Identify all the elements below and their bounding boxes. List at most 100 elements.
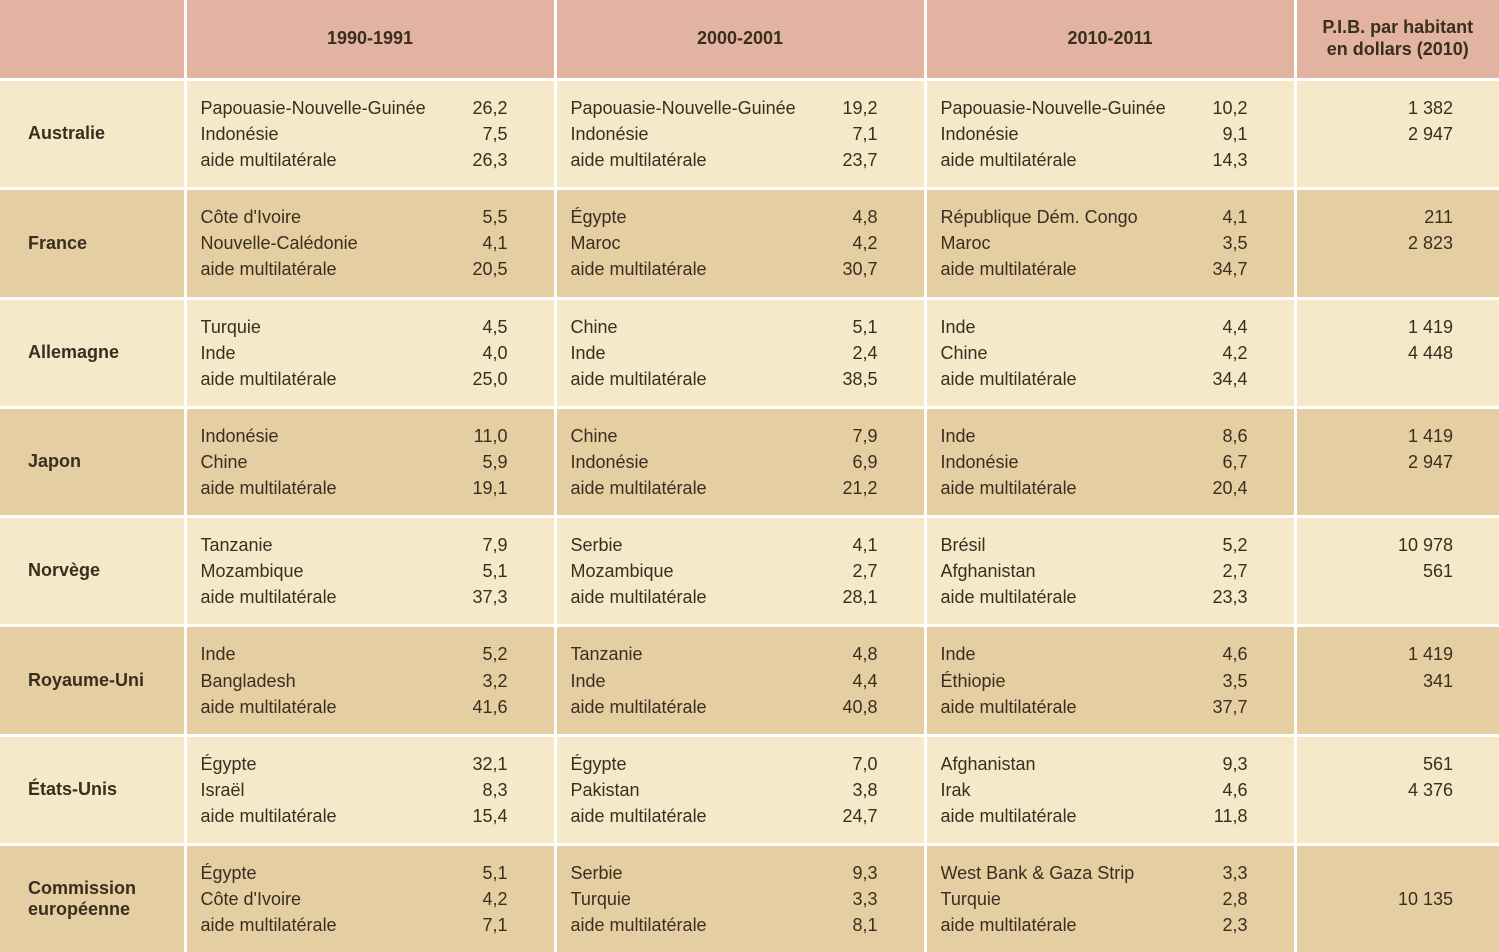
data-line: Indonésie6,7 [927, 449, 1294, 475]
pib-value [1311, 694, 1454, 720]
data-line: Inde4,6 [927, 641, 1294, 667]
recipient-value: 7,9 [482, 532, 507, 558]
recipient-label: Bangladesh [201, 668, 296, 694]
data-line: Inde4,4 [927, 314, 1294, 340]
recipient-label: Turquie [201, 314, 261, 340]
period-cell: Inde4,4Chine4,2aide multilatérale34,4 [925, 298, 1295, 407]
data-line: aide multilatérale 30,7 [557, 256, 924, 282]
recipient-label: aide multilatérale [201, 912, 337, 938]
recipient-value: 4,2 [852, 230, 877, 256]
recipient-value: 3,5 [1222, 668, 1247, 694]
recipient-value: 5,5 [482, 204, 507, 230]
table-row: FranceCôte d'Ivoire5,5Nouvelle-Calédonie… [0, 189, 1499, 298]
period-cell: Égypte7,0Pakistan3,8aide multilatérale24… [555, 735, 925, 844]
recipient-value: 11,8 [1214, 803, 1248, 829]
recipient-value: 37,3 [472, 584, 507, 610]
recipient-value: 4,4 [1222, 314, 1247, 340]
period-cell: Serbie9,3Turquie3,3aide multilatérale8,1 [555, 844, 925, 952]
recipient-value: 38,5 [842, 366, 877, 392]
data-line: Irak4,6 [927, 777, 1294, 803]
data-line: Chine4,2 [927, 340, 1294, 366]
data-line: Chine5,9 [187, 449, 554, 475]
pib-value [1311, 147, 1454, 173]
recipient-value: 14,3 [1212, 147, 1247, 173]
period-cell: Serbie 4,1Mozambique2,7aide multilatérale… [555, 517, 925, 626]
data-line: Inde 8,6 [927, 423, 1294, 449]
recipient-value: 37,7 [1212, 694, 1247, 720]
recipient-label: Serbie [571, 532, 623, 558]
period-cell: Inde4,6Éthiopie3,5aide multilatérale37,7 [925, 626, 1295, 735]
pib-value: 2 947 [1311, 121, 1454, 147]
data-line: aide multilatérale20,5 [187, 256, 554, 282]
row-header: Commissioneuropéenne [0, 844, 185, 952]
recipient-value: 4,2 [1222, 340, 1247, 366]
pib-value: 1 419 [1311, 641, 1454, 667]
recipient-label: Tanzanie [571, 641, 643, 667]
recipient-label: Israël [201, 777, 245, 803]
recipient-label: aide multilatérale [571, 584, 707, 610]
period-cell: Tanzanie4,8Inde4,4aide multilatérale40,8 [555, 626, 925, 735]
pib-value [1311, 803, 1454, 829]
period-cell: Égypte32,1Israël8,3aide multilatérale15,… [185, 735, 555, 844]
recipient-value: 20,5 [472, 256, 507, 282]
recipient-label: Serbie [571, 860, 623, 886]
recipient-value: 24,7 [842, 803, 877, 829]
pib-cell: 5614 376 [1295, 735, 1499, 844]
recipient-value: 8,6 [1222, 423, 1247, 449]
recipient-label: Chine [571, 423, 618, 449]
data-line: Indonésie11,0 [187, 423, 554, 449]
pib-value: 211 [1311, 204, 1454, 230]
table-row: Royaume-UniInde5,2Bangladesh3,2aide mult… [0, 626, 1499, 735]
pib-cell: 1 3822 947 [1295, 80, 1499, 189]
pib-cell: 1 4192 947 [1295, 407, 1499, 516]
recipient-value: 5,2 [482, 641, 507, 667]
recipient-value: 7,5 [482, 121, 507, 147]
data-line: aide multilatérale28,1 [557, 584, 924, 610]
data-line: Indonésie6,9 [557, 449, 924, 475]
recipient-value: 7,0 [852, 751, 877, 777]
data-line: aide multilatérale19,1 [187, 475, 554, 501]
recipient-label: Afghanistan [941, 558, 1036, 584]
recipient-value: 4,8 [852, 641, 877, 667]
recipient-value: 30,7 [842, 256, 877, 282]
period-cell: Indonésie11,0Chine5,9aide multilatérale1… [185, 407, 555, 516]
recipient-value: 41,6 [472, 694, 507, 720]
recipient-value: 4,2 [482, 886, 507, 912]
row-header: Australie [0, 80, 185, 189]
recipient-value: 10,2 [1212, 95, 1247, 121]
recipient-value: 21,2 [842, 475, 877, 501]
recipient-label: aide multilatérale [571, 256, 707, 282]
data-line: Chine 7,9 [557, 423, 924, 449]
pib-cell: 1 4194 448 [1295, 298, 1499, 407]
recipient-label: Tanzanie [201, 532, 273, 558]
recipient-value: 11,0 [474, 423, 508, 449]
recipient-label: Inde [941, 423, 976, 449]
recipient-label: aide multilatérale [571, 147, 707, 173]
data-line: Maroc4,2 [557, 230, 924, 256]
recipient-label: Indonésie [941, 449, 1019, 475]
recipient-label: Indonésie [941, 121, 1019, 147]
recipient-label: Papouasie-Nouvelle-Guinée [571, 95, 796, 121]
data-line: aide multilatérale15,4 [187, 803, 554, 829]
recipient-label: aide multilatérale [941, 366, 1077, 392]
period-cell: Chine5,1Inde2,4aide multilatérale38,5 [555, 298, 925, 407]
data-line: Inde5,2 [187, 641, 554, 667]
recipient-label: aide multilatérale [201, 147, 337, 173]
recipient-value: 4,1 [852, 532, 877, 558]
table-body: AustraliePapouasie-Nouvelle-Guinée26,2In… [0, 80, 1499, 952]
pib-value: 10 135 [1311, 886, 1454, 912]
recipient-value: 7,9 [852, 423, 877, 449]
recipient-label: aide multilatérale [941, 803, 1077, 829]
data-line: Égypte4,8 [557, 204, 924, 230]
data-line: Mozambique2,7 [557, 558, 924, 584]
recipient-value: 3,2 [482, 668, 507, 694]
recipient-label: Inde [571, 340, 606, 366]
data-line: aide multilatérale 37,7 [927, 694, 1294, 720]
recipient-value: 8,1 [852, 912, 877, 938]
recipient-label: Maroc [941, 230, 991, 256]
row-header: Japon [0, 407, 185, 516]
pib-value: 561 [1311, 751, 1454, 777]
recipient-value: 4,6 [1222, 641, 1247, 667]
recipient-label: aide multilatérale [941, 694, 1077, 720]
period-cell: Brésil5,2Afghanistan2,7aide multilatéral… [925, 517, 1295, 626]
